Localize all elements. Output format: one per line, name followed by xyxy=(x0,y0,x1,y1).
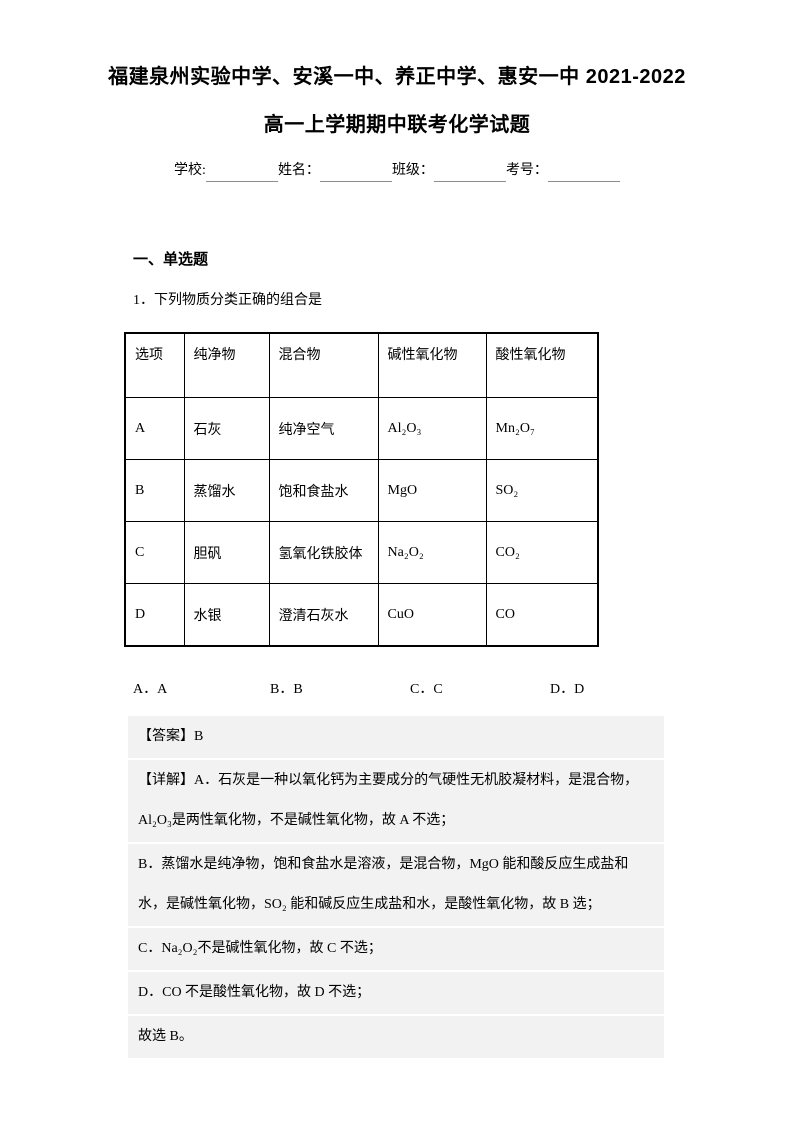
cell-acidic-oxide: CO₂ xyxy=(485,521,599,584)
cell-mixture: 澄清石灰水 xyxy=(268,583,379,647)
explanation-paragraph: 【详解】A．石灰是一种以氧化钙为主要成分的气硬性无机胶凝材料，是混合物，Al₂O… xyxy=(128,760,664,842)
answer-line: 【答案】B xyxy=(128,716,664,758)
name-label: 姓名： xyxy=(277,163,320,178)
cell-mixture: 饱和食盐水 xyxy=(268,459,379,522)
header-cell: 混合物 xyxy=(268,332,379,398)
header-cell: 碱性氧化物 xyxy=(377,332,487,398)
cell-option: A xyxy=(124,397,185,460)
choice-options-row: A．A B．B C．C D．D xyxy=(133,678,673,698)
page-title-line1: 福建泉州实验中学、安溪一中、养正中学、惠安一中 2021-2022 xyxy=(108,66,686,88)
cell-mixture: 氢氧化铁胶体 xyxy=(268,521,379,584)
cell-basic-oxide: Na₂O₂ xyxy=(377,521,487,584)
option-a: A．A xyxy=(133,682,168,697)
page-title-line2: 高一上学期期中联考化学试题 xyxy=(263,114,531,136)
table-row: A 石灰 纯净空气 Al₂O₃ Mn₂O₇ xyxy=(124,397,599,460)
option-c: C．C xyxy=(410,682,443,697)
cell-pure-substance: 蒸馏水 xyxy=(183,459,270,522)
cell-option: D xyxy=(124,583,185,647)
exam-no-label: 考号： xyxy=(505,163,548,178)
conclusion-line: 故选 B。 xyxy=(128,1016,664,1058)
cell-acidic-oxide: SO₂ xyxy=(485,459,599,522)
cell-pure-substance: 胆矾 xyxy=(183,521,270,584)
cell-option: C xyxy=(124,521,185,584)
header-cell: 选项 xyxy=(124,332,185,398)
classification-table: 选项 纯净物 混合物 碱性氧化物 酸性氧化物 A 石灰 纯净空气 Al₂O₃ M… xyxy=(124,332,599,647)
table-row: C 胆矾 氢氧化铁胶体 Na₂O₂ CO₂ xyxy=(124,521,599,584)
name-blank xyxy=(319,163,392,182)
option-b: B．B xyxy=(270,682,303,697)
table-row: B 蒸馏水 饱和食盐水 MgO SO₂ xyxy=(124,459,599,522)
cell-acidic-oxide: Mn₂O₇ xyxy=(485,397,599,460)
answer-explanation-area: 【答案】B 【详解】A．石灰是一种以氧化钙为主要成分的气硬性无机胶凝材料，是混合… xyxy=(128,716,664,1060)
cell-pure-substance: 石灰 xyxy=(183,397,270,460)
cell-mixture: 纯净空气 xyxy=(268,397,379,460)
explanation-paragraph: D．CO 不是酸性氧化物，故 D 不选； xyxy=(128,972,664,1014)
question-1-text: 1．下列物质分类正确的组合是 xyxy=(133,293,322,308)
cell-acidic-oxide: CO xyxy=(485,583,599,647)
cell-option: B xyxy=(124,459,185,522)
class-blank xyxy=(433,163,506,182)
header-cell: 酸性氧化物 xyxy=(485,332,599,398)
student-info-line: 学校: 姓名： 班级： 考号： xyxy=(0,160,794,182)
table-header-row: 选项 纯净物 混合物 碱性氧化物 酸性氧化物 xyxy=(124,332,599,398)
cell-pure-substance: 水银 xyxy=(183,583,270,647)
explanation-paragraph: C．Na₂O₂不是碱性氧化物，故 C 不选； xyxy=(128,928,664,970)
school-blank xyxy=(205,163,278,182)
header-cell: 纯净物 xyxy=(183,332,270,398)
option-d: D．D xyxy=(550,682,585,697)
explanation-paragraph: B．蒸馏水是纯净物，饱和食盐水是溶液，是混合物，MgO 能和酸反应生成盐和水，是… xyxy=(128,844,664,926)
section-heading: 一、单选题 xyxy=(133,251,209,268)
cell-basic-oxide: Al₂O₃ xyxy=(377,397,487,460)
cell-basic-oxide: CuO xyxy=(377,583,487,647)
cell-basic-oxide: MgO xyxy=(377,459,487,522)
table-row: D 水银 澄清石灰水 CuO CO xyxy=(124,583,599,647)
class-label: 班级： xyxy=(391,163,434,178)
exam-no-blank xyxy=(547,163,620,182)
school-label: 学校: xyxy=(174,163,206,178)
